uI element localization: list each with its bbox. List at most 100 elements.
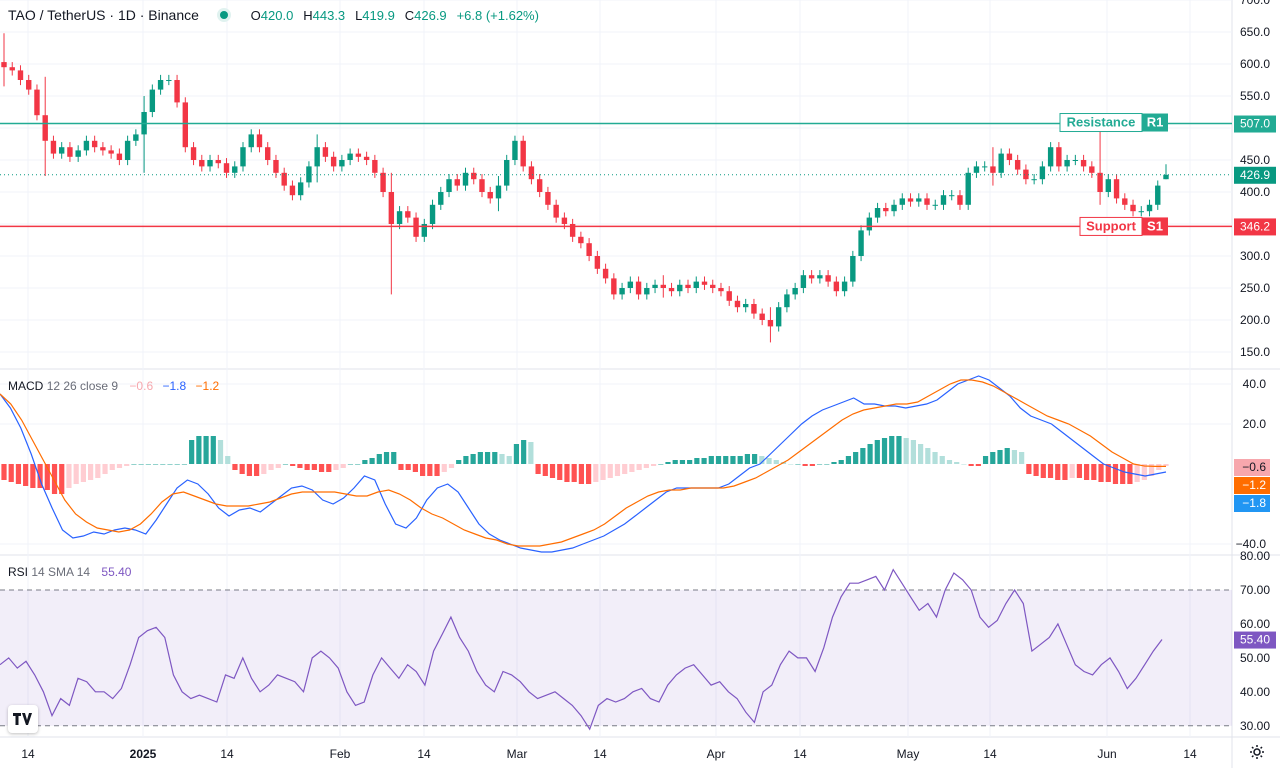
- macd-line-value: −1.8: [162, 379, 187, 393]
- time-tick-label: 2025: [130, 747, 157, 761]
- macd-histogram-bar: [997, 450, 1003, 464]
- candle-body: [215, 160, 221, 164]
- macd-histogram-bar: [311, 464, 317, 470]
- last-price-badge: [1234, 166, 1276, 184]
- candle-body: [594, 256, 601, 269]
- low-label: L: [355, 8, 363, 23]
- candle-body: [734, 300, 741, 308]
- candle-body: [1155, 185, 1161, 205]
- rsi-value-badge: [1234, 631, 1276, 649]
- candle-body: [619, 288, 625, 295]
- candle-body: [998, 153, 1004, 173]
- macd-histogram-bar: [174, 464, 180, 465]
- gear-icon[interactable]: [1248, 744, 1266, 762]
- macd-tick-label: −40.0: [1236, 537, 1267, 551]
- open-label: O: [250, 8, 261, 23]
- rsi-value-badge-text: 55.40: [1240, 633, 1270, 647]
- macd-histogram-bar: [88, 464, 94, 480]
- macd-histogram-bar: [499, 454, 505, 464]
- macd-histogram-bar: [51, 464, 58, 494]
- macd-histogram-bar: [145, 464, 151, 465]
- macd-histogram-bar: [282, 464, 289, 465]
- price-tick-label: 450.0: [1240, 153, 1270, 167]
- candle-body: [1072, 160, 1079, 161]
- candle-body: [1, 62, 7, 68]
- support-resistance-levels: Resistance R1 Support S1: [0, 113, 1232, 236]
- candle-body: [916, 198, 922, 202]
- macd-histogram-bar: [903, 438, 909, 464]
- time-tick-label: Mar: [507, 747, 528, 761]
- candle-body: [240, 147, 246, 167]
- macd-histogram-bar: [434, 464, 440, 476]
- macd-histogram-bar: [1004, 448, 1010, 464]
- macd-params: 12 26 close 9: [46, 379, 119, 393]
- macd-histogram-bar: [340, 464, 346, 468]
- macd-legend: MACD 12 26 close 9 −0.6 −1.8 −1.2: [8, 379, 219, 393]
- candle-body: [693, 281, 699, 288]
- candle-body: [1138, 211, 1144, 213]
- macd-value-badge-text: −1.8: [1242, 496, 1266, 510]
- macd-histogram-bar: [1134, 464, 1140, 482]
- candle-body: [940, 195, 947, 205]
- price-label-badge-text: 507.0: [1240, 117, 1270, 131]
- candle-body: [1163, 174, 1169, 180]
- candle-body: [248, 134, 254, 148]
- macd-histogram-bar: [304, 464, 310, 470]
- candle-body: [578, 236, 584, 244]
- macd-histogram-bar: [679, 460, 686, 464]
- candle-body: [83, 140, 90, 151]
- support-tag: S1: [1147, 218, 1163, 233]
- macd-histogram-bar: [528, 442, 534, 464]
- time-tick-label: Apr: [707, 747, 726, 761]
- rsi-tick-label: 50.00: [1240, 651, 1270, 665]
- candle-body: [635, 281, 642, 295]
- candle-body: [767, 320, 774, 327]
- macd-value-badge-text: −0.6: [1242, 460, 1266, 474]
- macd-histogram-bar: [614, 464, 621, 476]
- macd-histogram-bar: [946, 460, 953, 464]
- macd-histogram-bar: [831, 462, 837, 464]
- macd-histogram-bar: [723, 456, 729, 464]
- macd-histogram-bar: [1, 464, 7, 480]
- candle-body: [26, 80, 32, 90]
- macd-histogram-bar: [116, 464, 123, 468]
- macd-histogram-bar: [1148, 464, 1155, 476]
- tradingview-logo-icon[interactable]: [8, 705, 38, 733]
- macd-histogram-bar: [853, 452, 859, 464]
- macd-histogram-bar: [1069, 464, 1075, 478]
- macd-histogram-bar: [355, 464, 361, 465]
- candle-body: [413, 217, 419, 237]
- candle-body: [273, 160, 279, 173]
- macd-histogram-bar: [138, 464, 144, 465]
- macd-histogram-bar: [333, 464, 339, 470]
- macd-histogram-bar: [30, 464, 36, 488]
- candle-body: [330, 156, 337, 167]
- time-tick-label: Jun: [1097, 747, 1116, 761]
- macd-value-badge: [1234, 495, 1270, 512]
- price-tick-label: 600.0: [1240, 57, 1270, 71]
- macd-histogram-bar: [730, 456, 736, 464]
- macd-histogram-bar: [968, 464, 974, 466]
- macd-histogram-bar: [1055, 464, 1061, 480]
- low-value: 419.9: [362, 8, 395, 23]
- macd-histogram-bar: [412, 464, 418, 472]
- candle-body: [281, 172, 287, 186]
- macd-histogram-bar: [492, 452, 498, 464]
- candle-body: [388, 192, 395, 224]
- candle-body: [429, 204, 436, 224]
- macd-histogram-bar: [80, 464, 86, 482]
- macd-title: MACD: [8, 379, 44, 393]
- macd-histogram-bar: [470, 454, 476, 464]
- macd-pane: [0, 375, 1169, 553]
- macd-histogram-bar: [456, 460, 462, 464]
- macd-histogram-bar: [391, 452, 397, 464]
- macd-histogram-bar: [463, 456, 469, 464]
- open-value: 420.0: [260, 8, 294, 23]
- candle-body: [808, 275, 815, 279]
- candle-body: [133, 134, 139, 141]
- candle-body: [199, 160, 205, 167]
- candle-body: [817, 275, 823, 279]
- macd-histogram-bar: [672, 460, 678, 464]
- candle-body: [981, 166, 988, 168]
